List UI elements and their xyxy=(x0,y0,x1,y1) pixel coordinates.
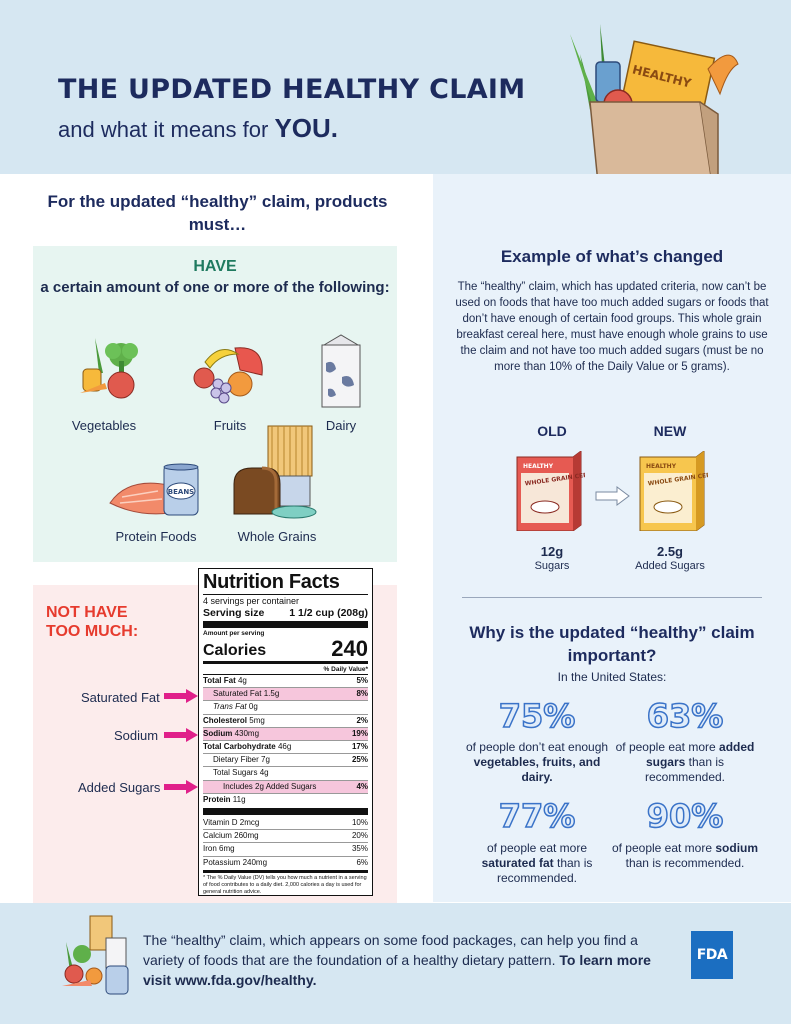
page-title: THE UPDATED HEALTHY CLAIM xyxy=(58,74,526,105)
fda-logo: FDA xyxy=(691,931,733,979)
new-label: NEW xyxy=(653,423,687,439)
nf-calories-row: Calories 240 xyxy=(203,638,368,660)
stat-text-saturated-fat: of people eat more saturated fat than is… xyxy=(481,841,593,885)
stat-value-added-sugars: 63% xyxy=(646,696,724,736)
footer-text: The “healthy” claim, which appears on so… xyxy=(143,930,673,990)
nf-row-total-carbohydrate: Total Carbohydrate 46g 17% xyxy=(203,741,368,755)
pointer-label-added-sugars: Added Sugars xyxy=(78,780,161,795)
nf-calories-label: Calories xyxy=(203,642,267,659)
page-subtitle: and what it means for YOU. xyxy=(58,113,338,144)
stat-value-saturated-fat: 77% xyxy=(498,796,576,836)
new-box-healthy-text: HEALTHY xyxy=(646,463,677,470)
have-title: HAVE xyxy=(193,258,237,275)
nf-row-vitamin-d: Vitamin D 2mcg 10% xyxy=(203,817,368,831)
nf-thick-rule xyxy=(203,621,368,628)
nf-row-trans-fat: Trans Fat 0g xyxy=(203,701,368,715)
whole-grains-icon xyxy=(233,425,317,519)
old-sugar-value: 12g xyxy=(540,544,564,559)
food-label-fruits: Fruits xyxy=(213,418,247,433)
new-sugar-value: 2.5g xyxy=(656,544,683,559)
beans-can-label: BEANS xyxy=(168,488,194,496)
stat-text-vegetables: of people don’t eat enough vegetables, f… xyxy=(465,740,609,784)
food-label-dairy: Dairy xyxy=(325,418,357,433)
subtitle-text: and what it means for xyxy=(58,117,269,142)
right-column-panel xyxy=(433,174,791,902)
requirements-intro: For the updated “healthy” claim, product… xyxy=(47,192,388,234)
section-divider xyxy=(462,597,762,598)
not-have-title: NOT HAVE TOO MUCH: xyxy=(46,603,138,641)
vegetables-icon xyxy=(80,338,138,399)
nutrition-facts-label: Nutrition Facts 4 servings per container… xyxy=(198,568,373,896)
protein-foods-icon: BEANS xyxy=(109,463,199,516)
nf-row-added-sugars: Includes 2g Added Sugars 4% xyxy=(203,780,368,794)
example-body: The “healthy” claim, which has updated c… xyxy=(455,281,769,373)
stat-text-added-sugars: of people eat more added sugars than is … xyxy=(615,740,755,784)
not-have-title-line1: NOT HAVE xyxy=(46,604,128,621)
food-label-protein-foods: Protein Foods xyxy=(115,529,197,544)
nf-servings: 4 servings per container xyxy=(203,596,300,606)
subtitle-emphasis: YOU. xyxy=(274,113,339,143)
stat-value-vegetables: 75% xyxy=(498,696,576,736)
nf-row-total-sugars: Total Sugars 4g xyxy=(203,767,368,781)
arrow-right-icon xyxy=(164,728,198,742)
stat-value-sodium: 90% xyxy=(646,796,724,836)
nf-title: Nutrition Facts xyxy=(203,571,340,593)
nf-row-dietary-fiber: Dietary Fiber 7g 25% xyxy=(203,754,368,768)
nf-row-total-fat: Total Fat 4g 5% xyxy=(203,675,368,689)
nf-calories-value: 240 xyxy=(331,636,368,661)
arrow-right-outline-icon xyxy=(595,486,630,506)
nf-row-sodium: Sodium 430mg 19% xyxy=(203,727,368,742)
why-intro: In the United States: xyxy=(557,670,667,684)
pointer-label-sodium: Sodium xyxy=(114,728,159,743)
nf-serving-size-label: Serving size xyxy=(203,607,265,619)
pointer-label-saturated-fat: Saturated Fat xyxy=(81,690,160,705)
new-sugar-label: Added Sugars xyxy=(635,560,705,572)
nf-serving-size-row: Serving size 1 1/2 cup (208g) xyxy=(203,607,368,619)
old-box-healthy-text: HEALTHY xyxy=(523,463,554,470)
dairy-icon xyxy=(321,334,361,408)
fruits-icon xyxy=(193,347,263,404)
not-have-title-line2: TOO MUCH: xyxy=(46,623,139,640)
food-label-whole-grains: Whole Grains xyxy=(237,529,317,544)
nf-thick-rule xyxy=(203,808,368,816)
old-sugar-label: Sugars xyxy=(534,560,570,572)
arrow-right-icon xyxy=(164,689,198,703)
old-cereal-box-icon: HEALTHY WHOLE GRAIN CEREAL xyxy=(516,451,585,531)
why-title: Why is the updated “healthy” claim impor… xyxy=(469,623,755,665)
arrow-right-icon xyxy=(164,780,198,794)
new-cereal-box-icon: HEALTHY WHOLE GRAIN CEREAL xyxy=(639,451,708,531)
have-subtitle: a certain amount of one or more of the f… xyxy=(40,279,390,296)
nf-row-cholesterol: Cholesterol 5mg 2% xyxy=(203,715,368,728)
nf-dv-header: % Daily Value* xyxy=(203,665,368,675)
nf-medium-rule xyxy=(203,661,368,664)
footer-body: The “healthy” claim, which appears on so… xyxy=(143,932,638,968)
nf-amount-per-serving: Amount per serving xyxy=(203,630,265,637)
old-label: OLD xyxy=(537,423,567,439)
nf-row-iron: Iron 6mg 35% xyxy=(203,843,368,857)
example-title: Example of what’s changed xyxy=(500,247,724,266)
stat-text-sodium: of people eat more sodium than is recomm… xyxy=(611,841,759,870)
nf-footnote: * The % Daily Value (DV) tells you how m… xyxy=(203,874,367,895)
footer-band xyxy=(0,903,791,1024)
nf-medium-rule xyxy=(203,869,368,873)
nf-row-saturated-fat: Saturated Fat 1.5g 8% xyxy=(203,688,368,702)
nf-row-potassium: Potassium 240mg 6% xyxy=(203,857,368,867)
food-group-icon xyxy=(62,915,129,995)
nf-row-calcium: Calcium 260mg 20% xyxy=(203,830,368,844)
nf-serving-size-value: 1 1/2 cup (208g) xyxy=(289,607,368,619)
food-label-vegetables: Vegetables xyxy=(71,418,137,433)
nf-row-protein: Protein 11g xyxy=(203,794,246,804)
footer-link[interactable]: To learn more visit www.fda.gov/healthy. xyxy=(143,952,651,988)
